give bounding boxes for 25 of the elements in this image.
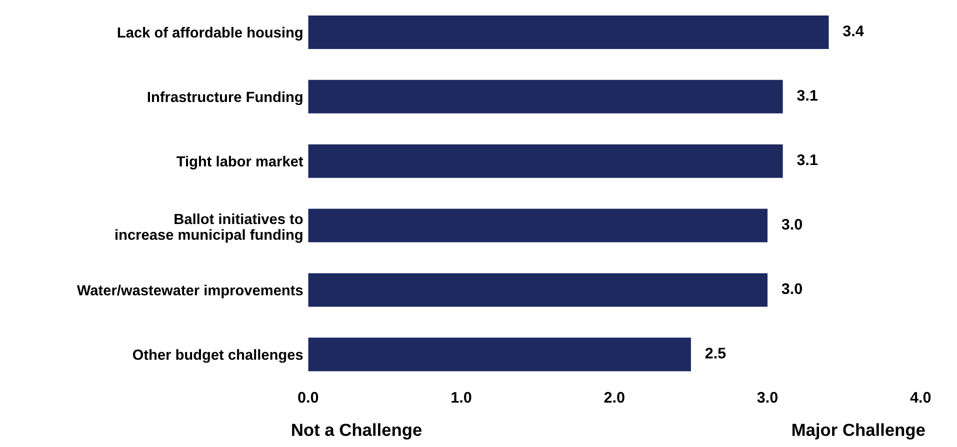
- data-label: 2.5: [705, 348, 726, 359]
- bar: [308, 208, 768, 242]
- x-tick-label: 0.0: [298, 392, 318, 403]
- y-tick-label: Ballot initiatives to increase municipal funding: [116, 213, 303, 243]
- y-tick-label: Infrastructure Funding: [148, 91, 302, 106]
- text: Major Challenge: [792, 423, 925, 440]
- y-tick-label: Lack of affordable housing: [118, 26, 302, 41]
- bar: [308, 338, 691, 372]
- y-tick-label: Tight labor market: [176, 156, 304, 170]
- x-tick-label: 1.0: [452, 392, 472, 403]
- y-tick-label: Water/wastewater improvements: [76, 284, 303, 298]
- x-tick-label: 3.0: [757, 392, 778, 403]
- bar: [308, 144, 783, 178]
- data-label: 3.0: [782, 218, 802, 230]
- data-label: 3.1: [797, 154, 818, 166]
- bar: [308, 273, 768, 307]
- data-label: 3.1: [797, 90, 818, 101]
- text: Not a Challenge: [292, 423, 422, 440]
- data-label: 3.0: [782, 283, 802, 294]
- bar: [308, 80, 783, 114]
- data-label: 3.4: [843, 26, 864, 36]
- x-tick-label: 2.0: [604, 392, 624, 403]
- bar: [308, 15, 829, 49]
- x-tick-label: 4.0: [910, 392, 931, 403]
- y-tick-label: Other budget challenges: [132, 349, 303, 363]
